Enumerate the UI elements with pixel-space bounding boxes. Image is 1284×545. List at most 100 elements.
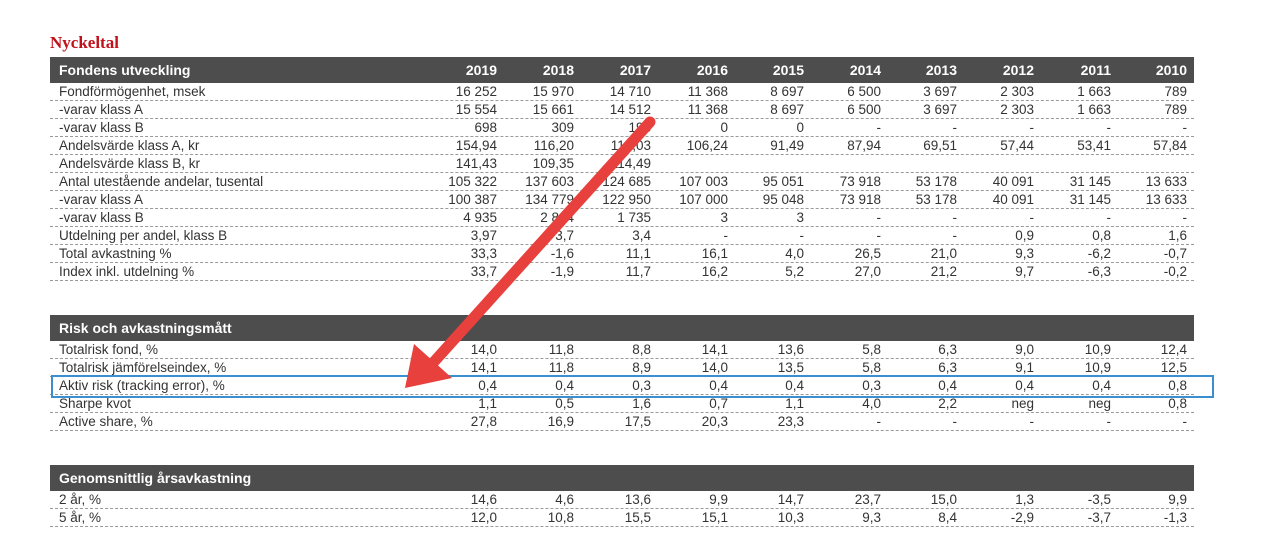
table-cell: 53,41 [1077,138,1111,153]
table-cell: 95 051 [762,174,804,189]
table-cell: 11,8 [548,342,574,357]
risk-return-table: Risk och avkastningsmått Totalrisk fond,… [50,315,1194,431]
table-cell: neg [1088,396,1111,411]
table-cell: 124 685 [602,174,651,189]
table-cell: 0,4 [1015,378,1034,393]
table-cell: 1,1 [785,396,804,411]
table-row: Antal utestående andelar, tusental 105 32… [50,173,1194,191]
table-cell: 14,1 [701,342,728,357]
table-cell: -1,6 [550,246,574,261]
table-cell: neg [1011,396,1034,411]
table-cell: 4,0 [862,396,881,411]
table-cell: 2 303 [1000,102,1034,117]
table-cell: 27,8 [470,414,497,429]
table-row: 2 år, % 14,6 4,6 13,6 9,9 14,7 23,7 15,0 1,3 -3,5… [50,491,1194,509]
table-cell: 9,0 [1015,342,1034,357]
table-cell: 23,3 [777,414,804,429]
table-cell: 0,8 [1168,378,1187,393]
table-cell: 31 145 [1069,192,1111,207]
table-cell: 1,6 [1168,228,1187,243]
row-label: Totalrisk jämförelseindex, % [59,360,227,375]
table-cell: - [952,210,958,225]
table-cell: - [952,228,958,243]
table-cell: 0,8 [1168,396,1187,411]
table-cell: 9,9 [709,492,728,507]
table-cell: -1,9 [550,264,574,279]
year-header: 2019 [465,62,497,78]
table-cell: 14,6 [470,492,497,507]
row-label: Aktiv risk (tracking error), % [59,378,225,393]
table-cell: 6 500 [847,102,881,117]
table-cell: 11,1 [625,246,651,261]
table-cell: 0,3 [632,378,651,393]
table-cell: 40 091 [992,192,1034,207]
table-cell: 0,3 [862,378,881,393]
table-cell: - [1029,414,1035,429]
table-row: Index inkl. utdelning % 33,7 -1,9 11,7 16,2 5… [50,263,1194,281]
table-cell: 14,0 [701,360,728,375]
table-cell: 6,3 [938,342,957,357]
table-cell: 0,4 [555,378,574,393]
table-cell: 109,35 [532,156,574,171]
table-cell: 134 779 [525,192,574,207]
table-cell: 11,7 [625,264,651,279]
table-cell: - [1182,120,1188,135]
table-cell: 14,7 [777,492,804,507]
table-cell: 154,94 [455,138,497,153]
row-label: Totalrisk fond, % [59,342,159,357]
table-row: -varav klass A 100 387 134 779 122 950 107 0… [50,191,1194,209]
year-header: 2011 [1080,62,1111,78]
table-cell: 309 [551,120,574,135]
table-cell: 0,9 [1015,228,1034,243]
row-label: -varav klass B [59,120,144,135]
table-cell: 8,9 [632,360,651,375]
row-label: Andelsvärde klass B, kr [59,156,201,171]
section-header: Genomsnittlig årsavkastning [59,470,252,486]
table-cell: 12,5 [1160,360,1187,375]
table-cell: 53 178 [915,174,957,189]
table-cell: 0,4 [938,378,957,393]
table-cell: -6,3 [1087,264,1111,279]
table-cell: - [952,414,958,429]
year-header: 2016 [696,62,728,78]
table-cell: - [876,414,882,429]
table-cell: 4,0 [785,246,804,261]
table-cell: 12,4 [1160,342,1187,357]
table-cell: 15,5 [624,510,651,525]
table-cell: 14 512 [609,102,651,117]
table-cell: - [1106,414,1112,429]
table-header: Genomsnittlig årsavkastning [50,465,1194,491]
table-cell: 15,0 [930,492,957,507]
year-header: 2013 [925,62,957,78]
table-cell: -3,5 [1087,492,1111,507]
table-cell: 11 368 [687,102,728,117]
row-label: Antal utestående andelar, tusental [59,174,264,189]
table-cell: 14,0 [470,342,497,357]
table-cell: 69,51 [923,138,957,153]
table-cell: 14 710 [609,84,651,99]
table-cell: -6,2 [1087,246,1111,261]
table-row: Sharpe kvot 1,1 0,5 1,6 0,7 1,1 4,0 2,2 neg neg 0,… [50,395,1194,413]
table-cell: 5,2 [785,264,804,279]
table-cell: 116,20 [533,138,574,153]
table-cell: 10,9 [1084,360,1111,375]
table-cell: 789 [1164,102,1187,117]
table-row: Active share, % 27,8 16,9 17,5 20,3 23,3 - - - - - [50,413,1194,431]
table-cell: 8,8 [632,342,651,357]
table-cell: 3 [796,210,804,225]
table-cell: 0,8 [1092,228,1111,243]
table-cell: 1,3 [1015,492,1034,507]
table-cell: 16,9 [547,414,574,429]
table-cell: 9,9 [1168,492,1187,507]
row-label: Total avkastning % [59,246,172,261]
table-cell: 3 [720,210,728,225]
row-label: 5 år, % [59,510,102,525]
year-header: 2015 [772,62,804,78]
table-cell: 5,8 [862,360,881,375]
table-cell: 23,7 [854,492,881,507]
table-cell: -0,2 [1163,264,1187,279]
table-cell: 91,49 [770,138,804,153]
table-cell: 2,2 [938,396,957,411]
table-cell: 8 697 [770,84,804,99]
table-cell: 10,3 [777,510,804,525]
